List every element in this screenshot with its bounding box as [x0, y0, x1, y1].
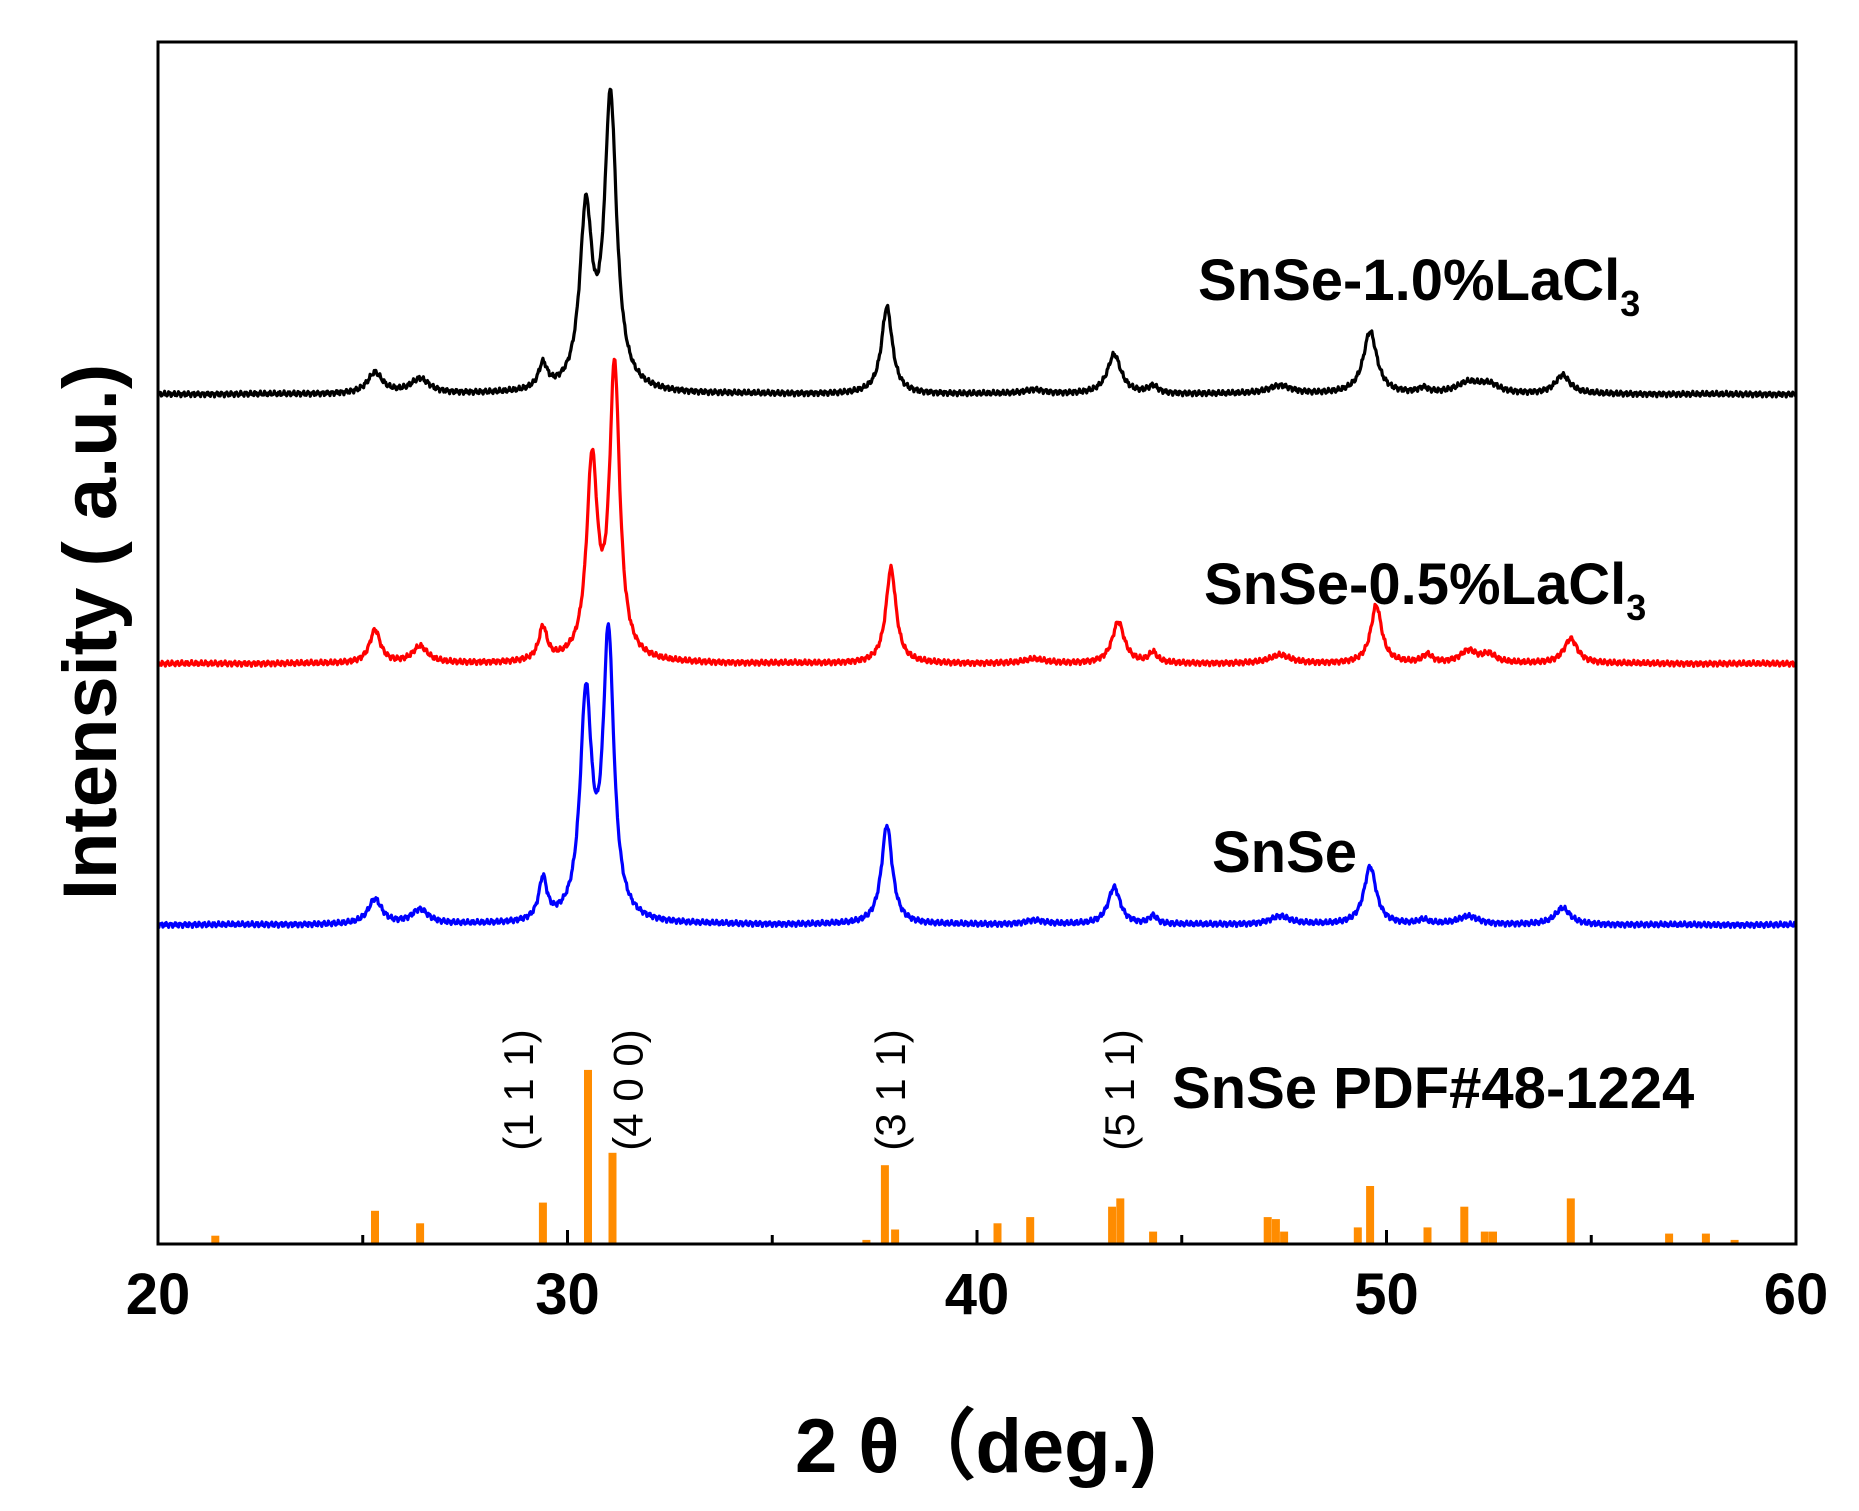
reference-stick-14	[1263, 1217, 1272, 1244]
series-line-snse-1-0-lacl3	[156, 87, 1798, 399]
reference-stick-16	[1280, 1231, 1289, 1244]
series-label-snse-0.5-lacl3: SnSe-0.5%LaCl3	[1204, 552, 1646, 628]
y-axis-title: Intensity ( a.u.)	[48, 364, 133, 900]
reference-stick-21	[1480, 1231, 1489, 1244]
series-label-snse-1.0-lacl3: SnSe-1.0%LaCl3	[1198, 248, 1640, 324]
hkl-label-3-1-1: (3 1 1)	[867, 1029, 914, 1150]
reference-stick-3	[538, 1202, 547, 1244]
reference-sticks	[211, 1069, 1739, 1244]
series-group	[156, 87, 1798, 930]
hkl-labels: (1 1 1) (4 0 0) (3 1 1) (5 1 1)	[495, 1029, 1143, 1150]
reference-stick-11	[1108, 1206, 1117, 1244]
series-line-snse-0-5-lacl3	[156, 357, 1798, 668]
x-ticks: 20 30 40 50 60	[126, 1230, 1829, 1327]
x-axis-title: 2 θ（deg.)	[795, 1404, 1157, 1489]
reference-stick-12	[1116, 1198, 1125, 1244]
reference-stick-17	[1353, 1227, 1362, 1244]
reference-stick-23	[1566, 1198, 1575, 1244]
x-tick-label-0: 20	[126, 1262, 191, 1327]
reference-stick-6	[862, 1239, 871, 1244]
reference-stick-2	[416, 1223, 425, 1244]
reference-stick-24	[1665, 1233, 1674, 1244]
reference-stick-18	[1366, 1186, 1375, 1244]
x-tick-label-4: 60	[1764, 1262, 1829, 1327]
reference-stick-8	[891, 1229, 900, 1244]
reference-stick-10	[1026, 1217, 1035, 1244]
series-line-snse	[156, 622, 1798, 930]
x-tick-label-2: 40	[945, 1262, 1010, 1327]
series-label-snse: SnSe	[1212, 820, 1357, 885]
reference-stick-0	[211, 1235, 220, 1244]
hkl-label-5-1-1: (5 1 1)	[1096, 1029, 1143, 1150]
reference-stick-22	[1489, 1231, 1497, 1244]
reference-stick-19	[1423, 1227, 1432, 1244]
x-tick-label-1: 30	[535, 1262, 600, 1327]
reference-stick-9	[993, 1223, 1002, 1244]
reference-stick-20	[1460, 1206, 1469, 1244]
reference-stick-26	[1730, 1239, 1739, 1244]
reference-stick-25	[1701, 1233, 1710, 1244]
x-tick-label-3: 50	[1354, 1262, 1419, 1327]
reference-stick-5	[608, 1152, 617, 1244]
reference-stick-15	[1271, 1219, 1280, 1244]
reference-stick-13	[1149, 1231, 1158, 1244]
hkl-label-4-0-0: (4 0 0)	[605, 1029, 652, 1150]
reference-stick-1	[371, 1210, 379, 1244]
reference-stick-4	[584, 1069, 592, 1244]
reference-label: SnSe PDF#48-1224	[1172, 1056, 1694, 1121]
hkl-label-1-1-1: (1 1 1)	[495, 1029, 542, 1150]
reference-stick-7	[880, 1165, 889, 1244]
